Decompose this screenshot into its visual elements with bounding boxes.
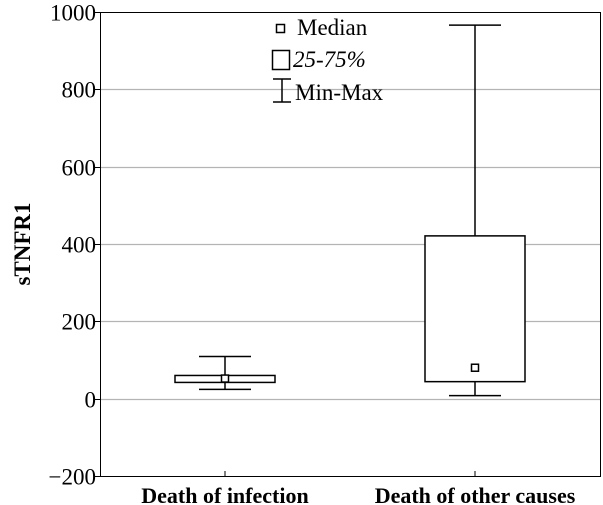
y-tick-label: 200 — [62, 310, 97, 335]
legend-whisker-icon — [273, 78, 291, 103]
y-tick-label: 400 — [62, 233, 97, 258]
y-tick-label: 600 — [62, 156, 97, 181]
legend-box-label: 25-75% — [293, 47, 366, 72]
y-axis-label: sTNFR1 — [10, 202, 35, 285]
x-tick-label: Death of other causes — [375, 483, 576, 505]
legend-median-icon — [275, 23, 286, 34]
median-marker — [220, 374, 230, 383]
y-tick-label: 800 — [62, 78, 97, 103]
legend: Median 25-75% Min-Max — [271, 15, 384, 105]
legend-minmax-label: Min-Max — [295, 80, 384, 105]
y-tick-label: 0 — [85, 388, 97, 413]
y-axis-ticks: −200 0 200 400 600 800 1000 — [49, 1, 100, 490]
y-tick-label: −200 — [49, 465, 96, 490]
x-axis-ticks: Death of infection Death of other causes — [141, 471, 576, 505]
legend-median-label: Median — [297, 15, 368, 40]
y-tick-label: 1000 — [50, 1, 96, 26]
plot-frame — [100, 12, 601, 477]
iqr-box — [424, 235, 526, 383]
median-marker — [470, 363, 480, 372]
box-group — [424, 24, 526, 397]
legend-box-icon — [271, 49, 291, 71]
boxes — [174, 24, 526, 397]
box-group — [174, 355, 276, 391]
x-tick-label: Death of infection — [141, 483, 308, 505]
